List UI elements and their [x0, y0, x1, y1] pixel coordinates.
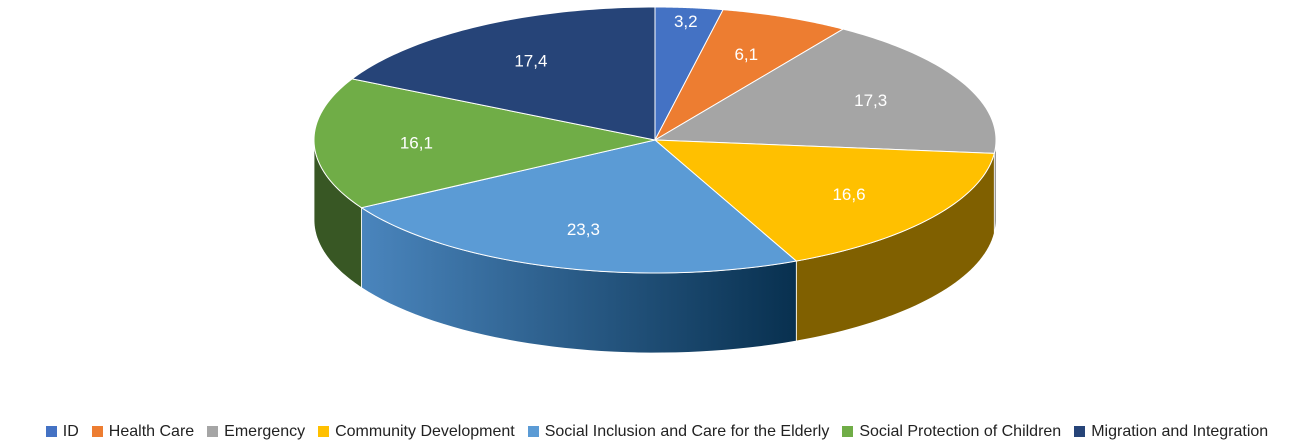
legend-label: Social Protection of Children — [859, 422, 1062, 440]
data-label-social-inclusion-and-care-for-the-elderly: 23,3 — [567, 220, 600, 239]
legend: ID Health Care Emergency Community Developm… — [0, 420, 1314, 443]
legend-item-health-care: Health Care — [91, 422, 195, 441]
legend-label: Migration and Integration — [1091, 422, 1269, 440]
legend-item-emergency: Emergency — [207, 423, 305, 441]
legend-swatch — [91, 426, 103, 437]
pie-slice-migration-and-integration — [350, 6, 656, 141]
pie-slices — [313, 6, 997, 274]
data-label-health-care: 6,1 — [734, 45, 758, 64]
legend-label: Social Inclusion and Care for the Elderl… — [544, 422, 830, 440]
legend-swatch — [318, 426, 330, 437]
legend-label: Health Care — [108, 422, 195, 440]
legend-item-id: ID — [45, 422, 79, 441]
legend-item-migration-and-integration: Migration and Integration — [1074, 423, 1268, 441]
legend-item-community-development: Community Development — [318, 423, 515, 441]
pie-slice-health-care — [653, 9, 845, 142]
legend-swatch — [527, 426, 539, 437]
legend-swatch — [45, 426, 57, 437]
data-label-migration-and-integration: 17,4 — [514, 52, 547, 71]
legend-label: ID — [62, 422, 79, 440]
pie-slice-community-development — [653, 139, 995, 262]
legend-swatch — [842, 426, 854, 437]
data-label-emergency: 17,3 — [854, 91, 887, 110]
pie-slice-social-inclusion-and-care-for-the-elderly — [360, 139, 798, 274]
legend-item-social-inclusion-and-care-for-the-elderly: Social Inclusion and Care for the Elderl… — [527, 422, 830, 441]
legend-label: Emergency — [224, 422, 306, 440]
data-label-social-protection-of-children: 16,1 — [400, 134, 433, 153]
pie-chart-svg: 3,2 6,1 17,3 16,6 23,3 16,1 17,4 — [313, 6, 997, 354]
legend-label: Community Development — [335, 422, 515, 440]
pie-slice-social-protection-of-children — [313, 78, 656, 209]
legend-item-social-protection-of-children: Social Protection of Children — [842, 423, 1061, 441]
legend-swatch — [207, 426, 219, 437]
pie-data-labels: 3,2 6,1 17,3 16,6 23,3 16,1 17,4 — [400, 12, 887, 239]
legend-swatch — [1074, 426, 1086, 437]
data-label-id: 3,2 — [674, 12, 698, 31]
pie-slice-emergency — [653, 28, 997, 154]
data-label-community-development: 16,6 — [832, 185, 865, 204]
